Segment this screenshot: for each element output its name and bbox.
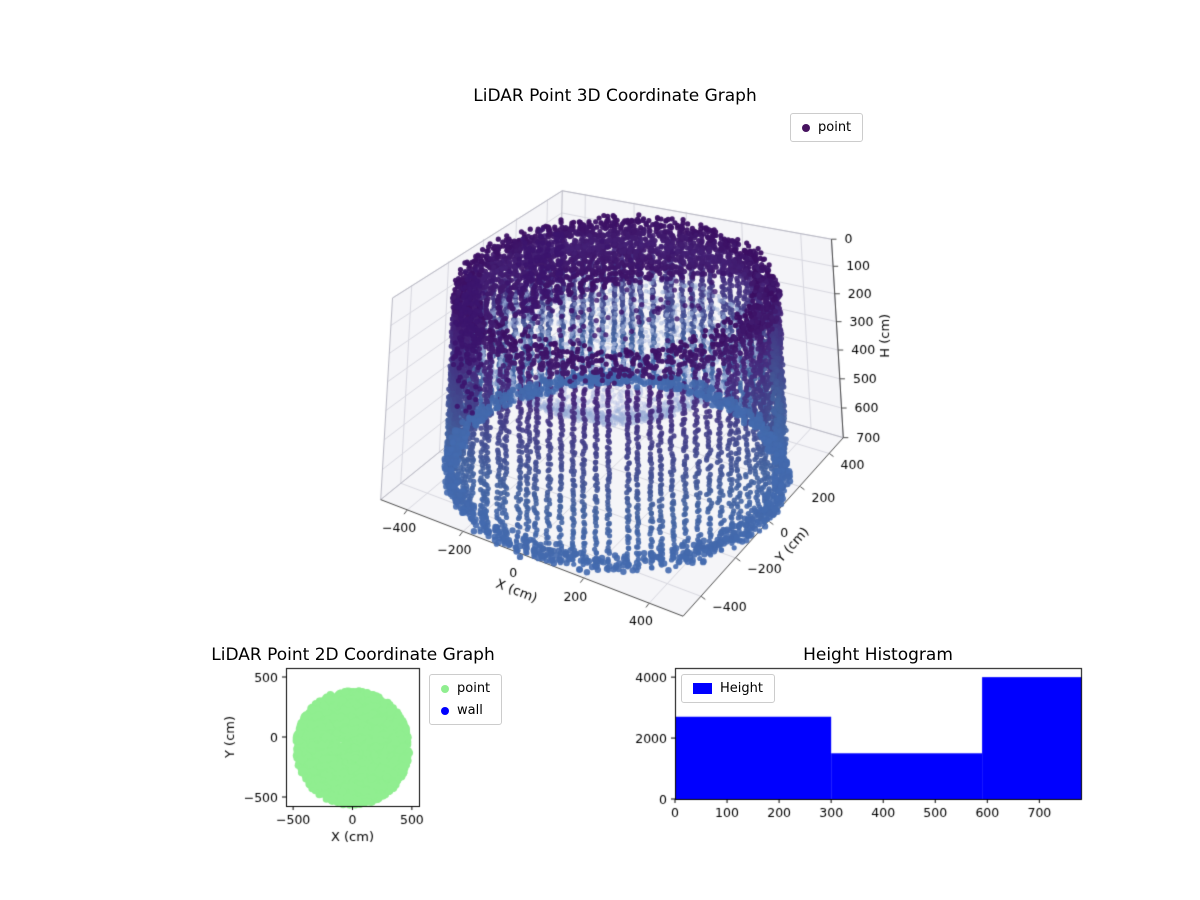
chart-title-3d: LiDAR Point 3D Coordinate Graph xyxy=(473,86,757,106)
legend-item-wall-2d: wall xyxy=(441,701,490,720)
legend-label-point-2d: point xyxy=(457,681,491,696)
chart-title-2d: LiDAR Point 2D Coordinate Graph xyxy=(211,645,495,665)
legend-item-point-2d: point xyxy=(441,679,490,698)
legend-label-wall-2d: wall xyxy=(457,703,483,718)
scatter-point-marker-icon xyxy=(441,684,449,693)
legend-label-point-3d: point xyxy=(818,120,852,135)
scatter-point-marker-icon xyxy=(802,123,810,132)
legend-2d: point wall xyxy=(429,674,503,725)
legend-item-height: Height xyxy=(693,679,763,698)
legend-item-point-3d: point xyxy=(802,118,851,137)
chart-title-hist: Height Histogram xyxy=(803,645,953,665)
legend-label-height: Height xyxy=(720,681,763,696)
bar-patch-icon xyxy=(693,683,712,694)
legend-hist: Height xyxy=(681,674,775,703)
legend-3d: point xyxy=(790,113,864,142)
scatter-wall-marker-icon xyxy=(441,706,449,715)
